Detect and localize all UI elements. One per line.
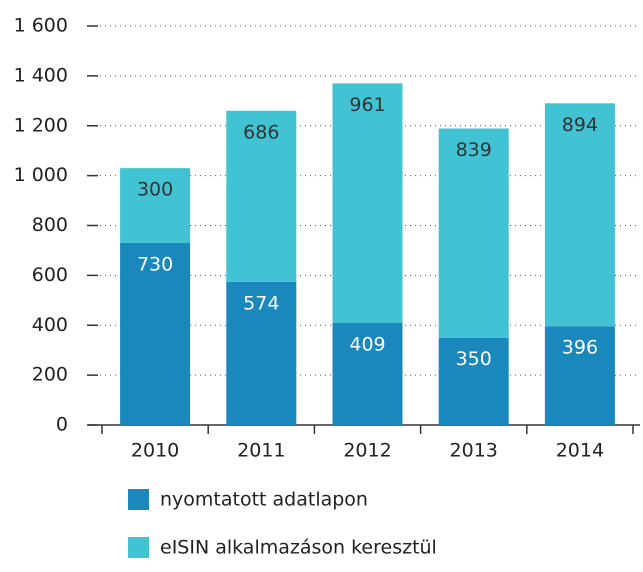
value-label: 574: [243, 292, 279, 314]
value-label: 409: [349, 334, 385, 356]
y-tick-label: 1 400: [14, 64, 68, 86]
y-tick-label: 1 000: [14, 164, 68, 186]
legend-swatch: [128, 537, 149, 558]
bar-segment: [544, 326, 615, 425]
bar-segment: [332, 83, 403, 324]
x-tick-label: 2012: [343, 440, 391, 462]
value-label: 686: [243, 121, 279, 143]
y-tick-label: 600: [32, 264, 68, 286]
y-tick-label: 1 600: [14, 15, 68, 37]
legend-label: eISIN alkalmazáson keresztül: [160, 537, 437, 559]
value-label: 894: [562, 114, 598, 136]
bar-segment: [226, 110, 297, 282]
value-label: 961: [349, 94, 385, 116]
x-tick-label: 2013: [450, 440, 498, 462]
value-label: 300: [137, 179, 173, 201]
value-label: 350: [456, 348, 492, 370]
legend-label: nyomtatott adatlapon: [160, 489, 368, 511]
y-tick-label: 800: [32, 214, 68, 236]
y-tick-label: 1 200: [14, 114, 68, 136]
value-label: 396: [562, 337, 598, 359]
y-tick-label: 200: [32, 364, 68, 386]
x-tick-label: 2010: [131, 440, 179, 462]
bar-segment: [226, 281, 297, 425]
y-tick-label: 0: [56, 414, 68, 436]
x-tick-label: 2011: [237, 440, 285, 462]
bar-segment: [438, 128, 509, 338]
bar-segment: [120, 168, 191, 243]
value-label: 730: [137, 253, 173, 275]
bar-segment: [544, 103, 615, 327]
bar-segment: [120, 242, 191, 425]
x-tick-label: 2014: [556, 440, 604, 462]
bar-segment: [332, 323, 403, 425]
y-tick-label: 400: [32, 314, 68, 336]
bar-segment: [438, 337, 509, 425]
legend-swatch: [128, 489, 149, 510]
value-label: 839: [456, 139, 492, 161]
